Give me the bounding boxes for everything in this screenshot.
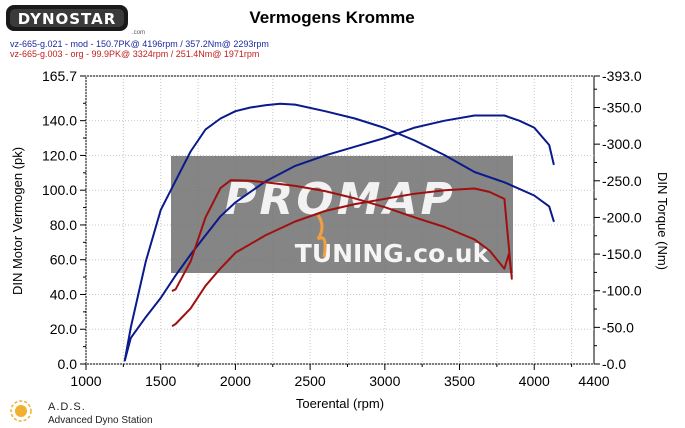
series-line-mod-torque bbox=[123, 102, 555, 362]
watermark-background bbox=[171, 156, 513, 273]
y-left-tick-label: 165.7 bbox=[42, 68, 77, 84]
logo-text: DYNOSTAR bbox=[18, 10, 117, 28]
chart-title: Vermogens Kromme bbox=[249, 8, 414, 27]
series-line-org-power bbox=[171, 187, 513, 327]
x-tick-label: 3000 bbox=[369, 373, 400, 389]
y-left-tick-label: 120.0 bbox=[42, 147, 77, 163]
watermark-sub: TUNING.co.uk bbox=[295, 239, 491, 268]
ads-footer: A.D.S. Advanced Dyno Station bbox=[10, 400, 153, 426]
y-left-tick-label: 0.0 bbox=[58, 356, 78, 372]
y-left-tick-label: 80.0 bbox=[50, 217, 77, 233]
y-right-tick-label: -50.0 bbox=[602, 319, 634, 335]
x-tick-label: 4000 bbox=[519, 373, 550, 389]
y-left-tick-label: 40.0 bbox=[50, 286, 77, 302]
y-right-tick-label: -350.0 bbox=[602, 100, 642, 116]
x-tick-label: 3500 bbox=[444, 373, 475, 389]
series-line-mod-power bbox=[123, 114, 555, 362]
y-left-tick-label: 20.0 bbox=[50, 321, 77, 337]
x-tick-label: 2000 bbox=[220, 373, 251, 389]
y-right-tick-label: -250.0 bbox=[602, 173, 642, 189]
x-tick-label: 4400 bbox=[578, 373, 609, 389]
x-axis-title: Toerental (rpm) bbox=[296, 396, 384, 411]
ads-subtitle: Advanced Dyno Station bbox=[48, 415, 153, 426]
y-right-tick-label: -100.0 bbox=[602, 283, 642, 299]
y-left-axis-title: DIN Motor Vermogen (pk) bbox=[10, 147, 25, 295]
logo-inner bbox=[10, 9, 124, 27]
y-right-tick-label: -300.0 bbox=[602, 136, 642, 152]
series-line-org-torque bbox=[171, 179, 513, 292]
legend-entry-mod: vz-665-g.021 - mod - 150.7PK@ 4196rpm / … bbox=[10, 39, 269, 49]
series-layer bbox=[123, 102, 555, 362]
dynostar-logo: DYNOSTAR .com bbox=[6, 5, 145, 36]
y-left-tick-label: 140.0 bbox=[42, 113, 77, 129]
watermark-drip-icon bbox=[316, 214, 327, 258]
y-right-tick-label: -0.0 bbox=[602, 356, 626, 372]
y-right-tick-label: -150.0 bbox=[602, 246, 642, 262]
x-tick-label: 1000 bbox=[70, 373, 101, 389]
x-tick-label: 2500 bbox=[295, 373, 326, 389]
ticks-layer: 1000 1500 2000 2500 3000 3500 4000 4400 0.0 20.0 4… bbox=[42, 68, 642, 389]
y-left-tick-label: 60.0 bbox=[50, 252, 77, 268]
ads-sun-icon bbox=[10, 400, 32, 422]
logo-small-text: .com bbox=[132, 30, 145, 36]
y-left-tick-label: 100.0 bbox=[42, 182, 77, 198]
y-right-tick-label: -393.0 bbox=[602, 68, 642, 84]
ads-title: A.D.S. bbox=[48, 401, 86, 413]
legend-entry-org: vz-665-g.003 - org - 99.9PK@ 3324rpm / 2… bbox=[10, 49, 259, 59]
x-tick-label: 1500 bbox=[145, 373, 176, 389]
y-right-axis-title: DIN Torque (Nm) bbox=[655, 172, 670, 270]
y-right-tick-label: -200.0 bbox=[602, 209, 642, 225]
